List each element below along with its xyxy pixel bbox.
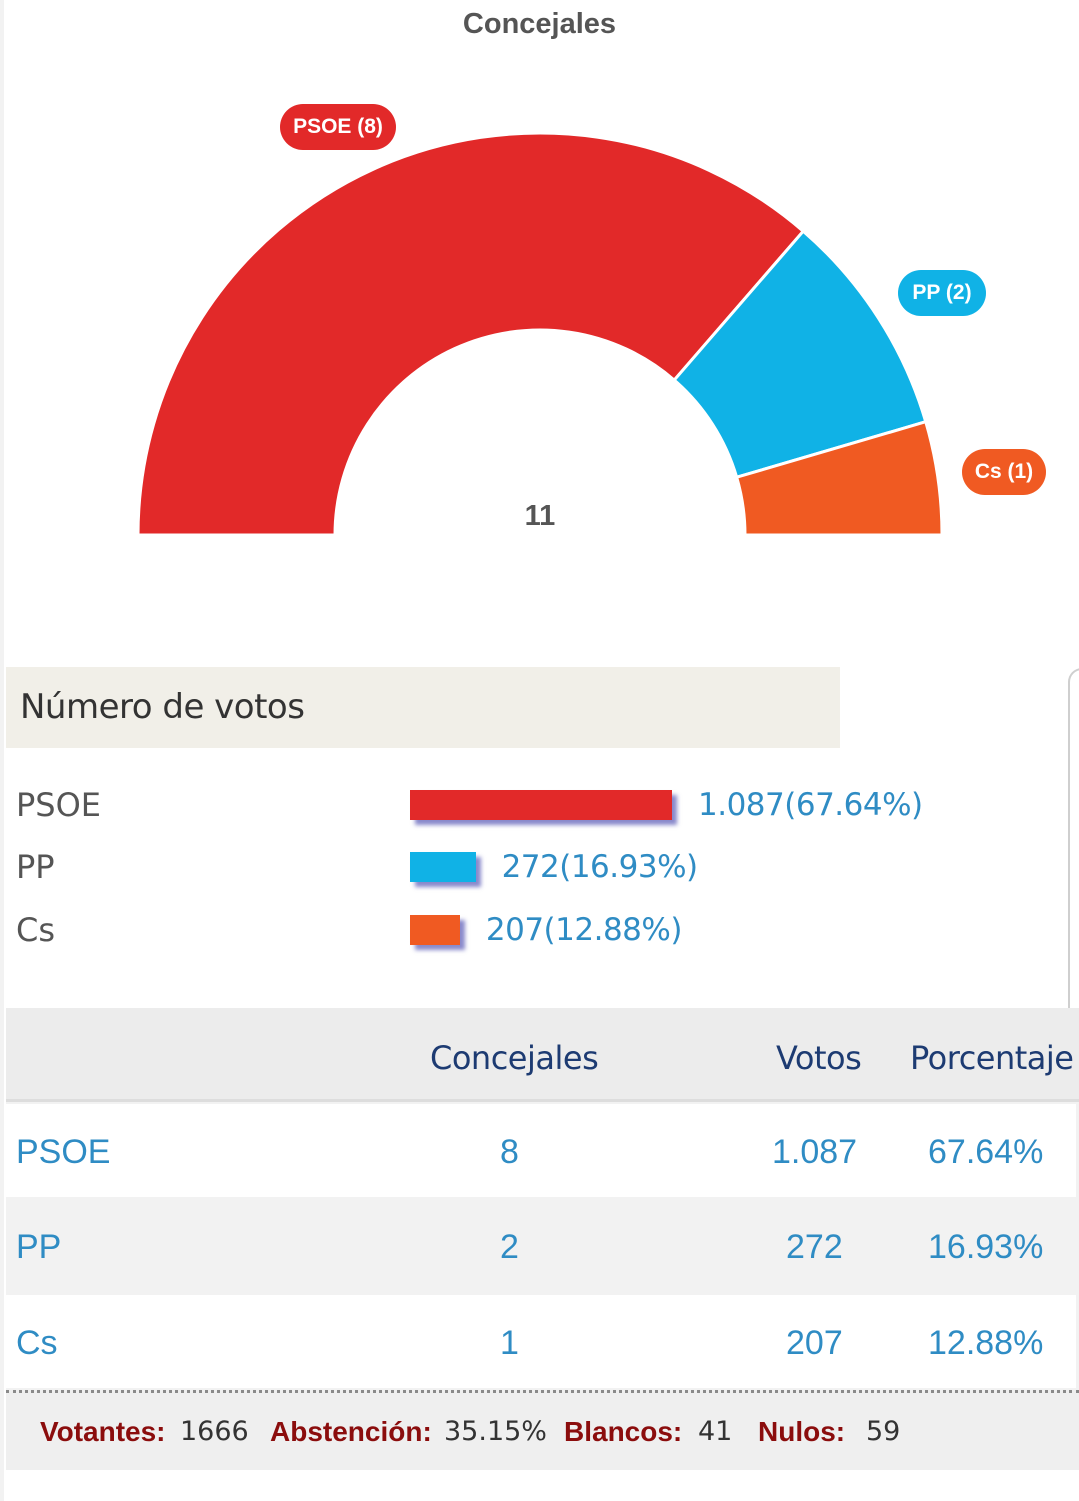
nulos-label: Nulos: [758,1416,846,1447]
row-party[interactable]: Cs [16,1324,58,1362]
seats-hemicycle [136,131,944,537]
nulos-value: 59 [866,1416,901,1447]
votantes-value: 1666 [180,1416,249,1447]
row-votes: 207 [786,1324,843,1362]
header-votos: Votos [776,1039,862,1077]
vote-party-label: Cs [16,911,56,949]
vote-bar-cs [410,915,460,945]
row-votes: 1.087 [772,1133,858,1171]
page-left-edge [0,0,4,1501]
header-porcentaje: Porcentaje [910,1039,1074,1077]
summary-bar: Votantes: 1666 Abstención: 35.15% Blanco… [6,1390,1079,1470]
table-row: Cs 1 207 12.88% [6,1295,1076,1388]
abstencion-value: 35.15% [444,1416,547,1447]
blancos-value: 41 [698,1416,733,1447]
row-pct: 16.93% [928,1228,1044,1266]
results-table: Concejales Votos Porcentaje PSOE 8 1.087… [6,1008,1079,1390]
row-seats: 1 [500,1324,519,1362]
votes-heading: Número de votos [6,667,840,748]
blancos-label: Blancos: [564,1416,683,1447]
vote-bar-pp [410,852,476,882]
seat-label-cs: Cs (1) [962,449,1046,495]
vote-row-psoe: PSOE 1.087(67.64%) [0,780,1079,830]
vote-row-cs: Cs 207(12.88%) [0,905,1079,955]
vote-bar-psoe [410,790,672,820]
header-concejales: Concejales [430,1039,599,1077]
vote-value-psoe: 1.087(67.64%) [698,787,923,823]
seat-label-psoe: PSOE (8) [280,104,396,150]
row-seats: 2 [500,1228,519,1266]
row-pct: 67.64% [928,1133,1044,1171]
row-votes: 272 [786,1228,843,1266]
total-seats: 11 [524,500,556,532]
table-row: PSOE 8 1.087 67.64% [6,1104,1076,1197]
table-row: PP 2 272 16.93% [6,1199,1076,1292]
row-pct: 12.88% [928,1324,1044,1362]
row-party[interactable]: PP [16,1228,62,1266]
table-header: Concejales Votos Porcentaje [6,1008,1079,1102]
abstencion-label: Abstención: [270,1416,432,1447]
chart-title: Concejales [462,8,617,40]
vote-party-label: PP [16,848,55,886]
seat-label-pp: PP (2) [898,270,986,316]
row-seats: 8 [500,1133,519,1171]
vote-row-pp: PP 272(16.93%) [0,842,1079,892]
seat-segment-cs [734,419,944,537]
vote-value-pp: 272(16.93%) [501,849,699,885]
vote-value-cs: 207(12.88%) [485,912,683,948]
seat-segment-psoe [136,131,806,537]
votantes-label: Votantes: [40,1416,166,1447]
row-party[interactable]: PSOE [16,1133,111,1171]
vote-party-label: PSOE [16,786,102,824]
